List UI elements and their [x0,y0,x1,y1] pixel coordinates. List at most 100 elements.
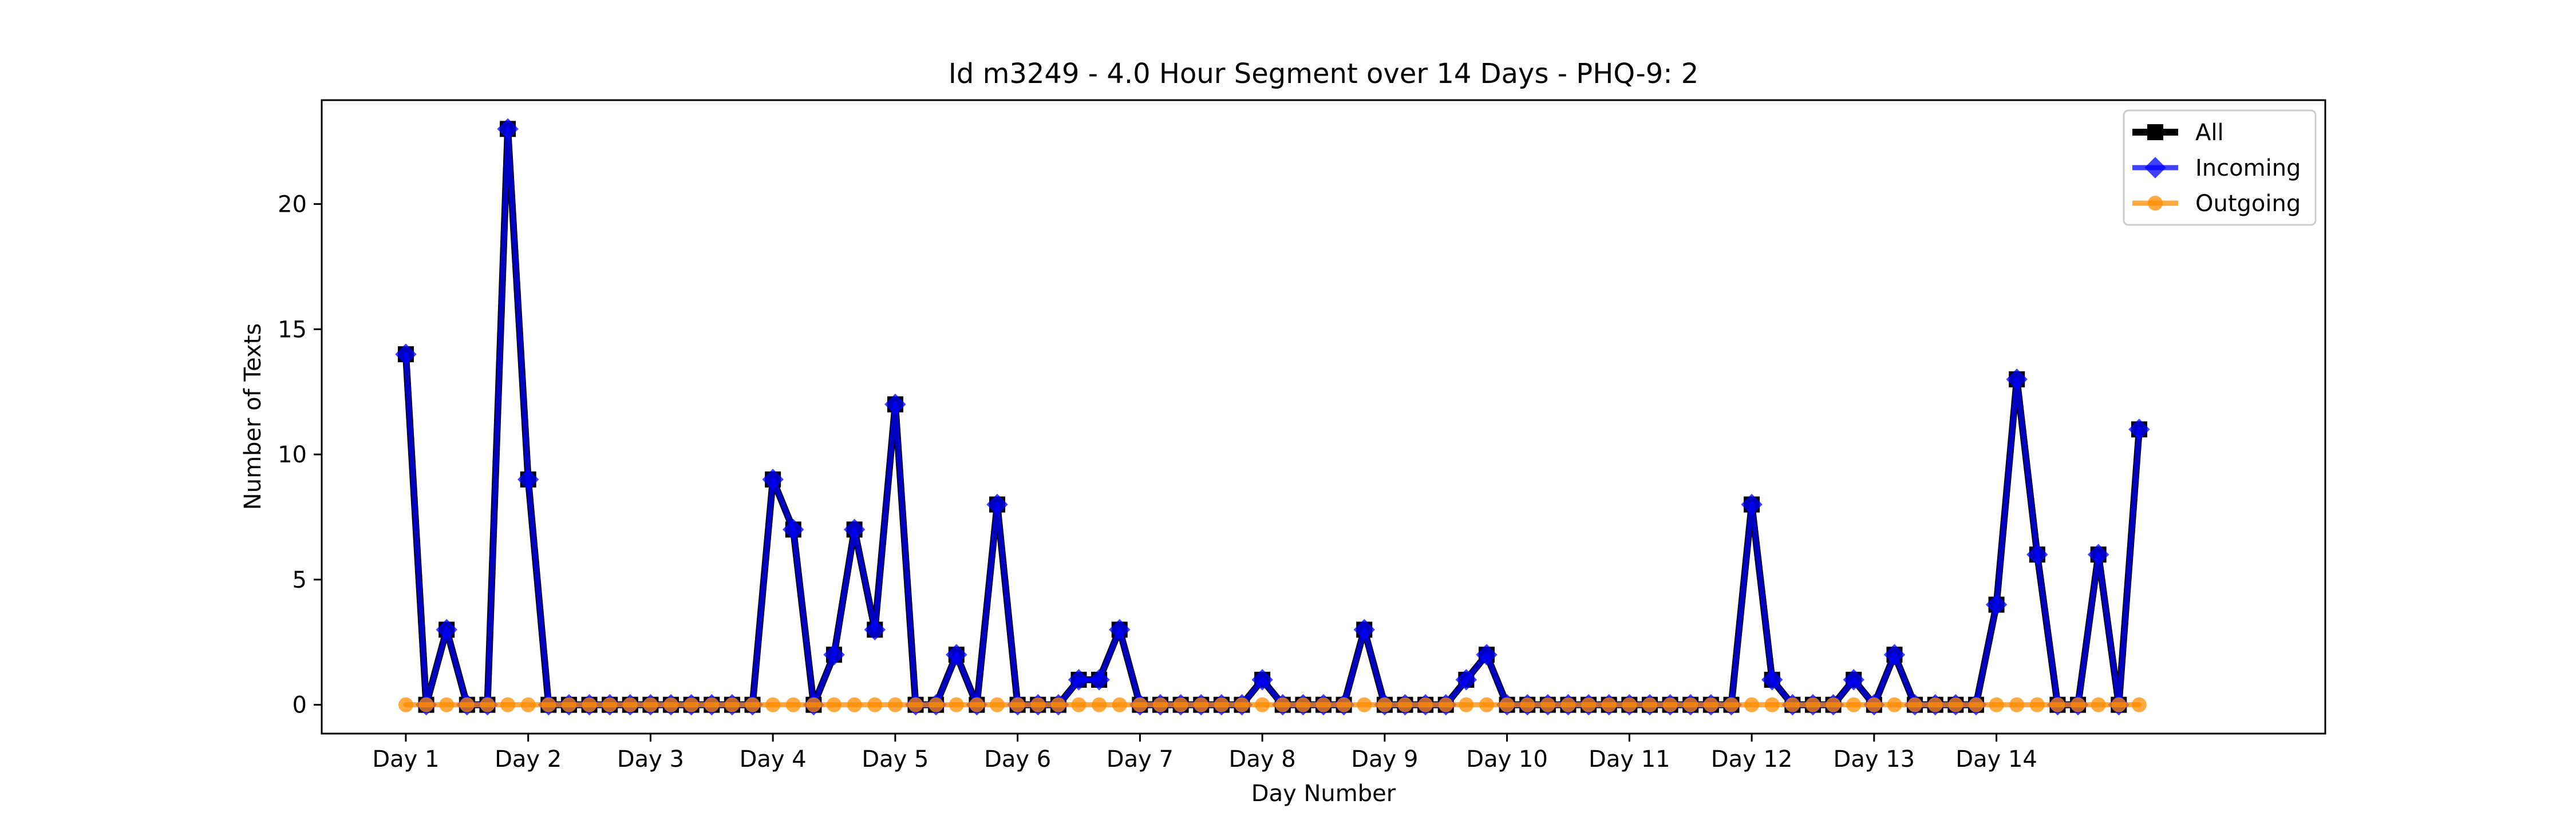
data-point-outgoing [1540,697,1555,712]
data-point-outgoing [500,697,516,712]
legend-marker-incoming [2144,157,2166,179]
data-point-outgoing [1866,697,1882,712]
data-point-outgoing [1377,697,1392,712]
data-point-outgoing [602,697,618,712]
legend: All Incoming Outgoing [2123,109,2317,226]
x-tick-label: Day 14 [1955,746,2037,772]
data-point-incoming [1455,669,1477,691]
series-outgoing [398,697,2147,712]
legend-marker-outgoing [2148,196,2163,211]
data-point-outgoing [1846,697,1862,712]
data-point-outgoing [541,697,556,712]
data-point-outgoing [1153,697,1168,712]
data-point-outgoing [908,697,923,712]
data-point-outgoing [990,697,1005,712]
data-point-outgoing [2111,697,2127,712]
data-point-outgoing [1703,697,1718,712]
data-point-incoming [1843,669,1864,691]
data-point-incoming [946,644,967,665]
data-point-outgoing [683,697,699,712]
x-tick-label: Day 4 [740,746,807,772]
x-tick-label: Day 11 [1589,746,1670,772]
data-point-outgoing [1662,697,1678,712]
data-point-outgoing [1438,697,1453,712]
data-point-incoming [1476,644,1498,665]
data-point-outgoing [867,697,883,712]
data-point-incoming [864,619,886,641]
data-point-outgoing [1194,697,1209,712]
data-point-outgoing [1255,697,1270,712]
data-point-outgoing [806,697,821,712]
data-point-outgoing [439,697,455,712]
y-axis-label: Number of Texts [240,323,266,510]
data-point-incoming [1985,593,2008,616]
data-point-incoming [1251,669,1273,691]
data-point-outgoing [1132,697,1148,712]
data-point-outgoing [1581,697,1597,712]
data-point-outgoing [1336,697,1352,712]
x-tick-label: Day 5 [862,746,929,772]
data-point-outgoing [847,697,862,712]
data-point-incoming [1761,669,1783,691]
data-point-outgoing [1418,697,1433,712]
data-point-incoming [2006,369,2028,390]
y-tick-label: 20 [278,192,307,218]
legend-marker-all [2147,124,2163,140]
y-tick-label: 10 [278,442,307,468]
data-point-outgoing [622,697,638,712]
x-tick-label: Day 9 [1351,746,1418,772]
x-tick-label: Day 13 [1834,746,1915,772]
data-point-outgoing [1112,697,1127,712]
data-point-incoming [2087,544,2109,565]
legend-label-outgoing: Outgoing [2195,191,2301,217]
x-tick-label: Day 6 [984,746,1051,772]
data-point-outgoing [398,697,413,712]
data-point-outgoing [1764,697,1780,712]
data-point-outgoing [2029,697,2045,712]
data-point-outgoing [1887,697,1902,712]
data-point-outgoing [1459,697,1474,712]
data-point-incoming [1068,669,1090,691]
data-point-outgoing [2071,697,2086,712]
data-point-outgoing [1316,697,1331,712]
data-point-outgoing [887,697,903,712]
data-point-outgoing [1744,697,1760,712]
data-point-incoming [986,493,1008,516]
legend-item-all: All [2132,120,2224,146]
data-point-incoming [395,343,417,365]
data-point-outgoing [1010,697,1025,712]
data-point-incoming [843,518,866,541]
legend-item-incoming: Incoming [2132,155,2301,181]
data-point-incoming [2128,418,2150,441]
data-point-outgoing [1050,697,1066,712]
data-point-incoming [884,393,906,415]
data-point-outgoing [1907,697,1923,712]
data-point-outgoing [1214,697,1229,712]
legend-label-all: All [2195,120,2224,146]
data-point-incoming [762,469,784,490]
data-point-outgoing [1071,697,1086,712]
data-point-outgoing [1948,697,1963,712]
x-tick-label: Day 7 [1107,746,1174,772]
legend-item-outgoing: Outgoing [2132,191,2301,217]
data-point-outgoing [1724,697,1739,712]
data-point-outgoing [2009,697,2025,712]
data-point-outgoing [459,697,475,712]
data-point-incoming [436,619,457,641]
legend-label-incoming: Incoming [2195,155,2301,181]
data-point-outgoing [1479,697,1494,712]
x-axis: Day 1 Day 2 Day 3 Day 4 Day 5 Day 6 Day 7 Day 8… [372,734,2037,772]
data-point-outgoing [1397,697,1413,712]
y-tick-label: 5 [293,567,307,593]
data-point-outgoing [520,697,536,712]
data-point-outgoing [765,697,781,712]
x-tick-label: Day 2 [495,746,562,772]
data-point-outgoing [1805,697,1820,712]
data-point-outgoing [1927,697,1943,712]
data-point-outgoing [1275,697,1290,712]
data-point-outgoing [643,697,658,712]
data-point-incoming [823,644,845,665]
data-point-outgoing [1499,697,1515,712]
series-layer [395,118,2150,716]
